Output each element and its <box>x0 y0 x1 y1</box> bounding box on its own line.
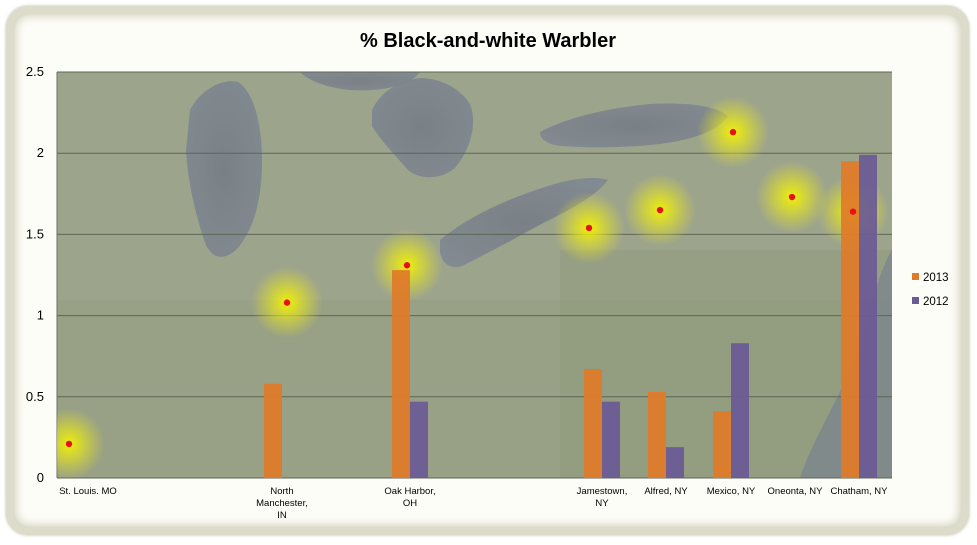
gridlines <box>56 71 892 479</box>
bar-2012-3 <box>602 401 620 478</box>
x-category-line: Oak Harbor, <box>384 486 435 497</box>
y-tick-label: 1.5 <box>26 226 44 241</box>
x-category-line: OH <box>403 498 417 509</box>
bar-2012-4 <box>666 447 684 478</box>
map-marker <box>788 193 796 201</box>
x-category-line: St. Louis. MO <box>59 486 117 497</box>
legend-label: 2012 <box>923 296 949 308</box>
bar-2012-2 <box>410 401 428 478</box>
map-marker <box>65 440 73 448</box>
x-axis: St. Louis. MO North Manchester, IN Oak Harbo… <box>59 486 888 521</box>
x-category-label: Alfred, NY <box>644 486 688 497</box>
marker-glow <box>57 407 105 478</box>
map-marker <box>849 208 857 215</box>
legend-swatch-2012 <box>912 297 919 304</box>
x-category-label: North Manchester, IN <box>256 486 308 521</box>
y-tick-label: 0 <box>37 470 44 485</box>
map-marker <box>403 262 411 269</box>
legend: 2013 2012 <box>912 272 949 308</box>
legend-label: 2013 <box>923 272 949 284</box>
lake-ontario <box>540 103 728 148</box>
bar-2013-7 <box>841 161 859 478</box>
x-category-line: IN <box>277 510 287 521</box>
x-category-line: North <box>270 486 293 497</box>
bar-2013-2 <box>392 270 410 478</box>
bar-2013-1 <box>264 383 282 478</box>
x-category-label: Oak Harbor, OH <box>384 486 435 509</box>
map-marker <box>656 206 664 214</box>
x-category-line: Mexico, NY <box>707 486 756 497</box>
x-category-label: St. Louis. MO <box>59 486 117 497</box>
x-category-label: Mexico, NY <box>707 486 756 497</box>
x-category-line: Oneonta, NY <box>768 486 824 497</box>
x-category-line: NY <box>595 498 609 509</box>
x-category-label: Oneonta, NY <box>768 486 824 497</box>
y-tick-label: 2.5 <box>26 64 44 79</box>
y-tick-label: 2 <box>37 145 44 160</box>
x-category-line: Manchester, <box>256 498 308 509</box>
legend-swatch-2013 <box>912 273 919 280</box>
bar-2012-7 <box>859 154 877 478</box>
y-tick-label: 1 <box>37 308 44 323</box>
map-marker <box>585 224 593 232</box>
bar-2013-4 <box>648 391 666 478</box>
lake-huron <box>372 78 474 178</box>
x-category-line: Chatham, NY <box>830 486 888 497</box>
x-category-line: Alfred, NY <box>644 486 688 497</box>
bars <box>264 154 877 478</box>
map-marker <box>729 128 737 136</box>
map-markers <box>65 128 857 448</box>
y-tick-label: 0.5 <box>26 389 44 404</box>
map-marker <box>283 299 291 306</box>
chart-title: % Black-and-white Warbler <box>360 30 616 52</box>
x-category-label: Jamestown, NY <box>577 486 628 509</box>
x-category-line: Jamestown, <box>577 486 628 497</box>
y-axis: 0 0.5 1 1.5 2 2.5 <box>26 64 44 485</box>
bar-2013-3 <box>584 369 602 478</box>
x-category-label: Chatham, NY <box>830 486 888 497</box>
lake-michigan <box>186 81 262 257</box>
bar-2012-5 <box>731 343 749 478</box>
bar-2013-5 <box>713 411 731 478</box>
